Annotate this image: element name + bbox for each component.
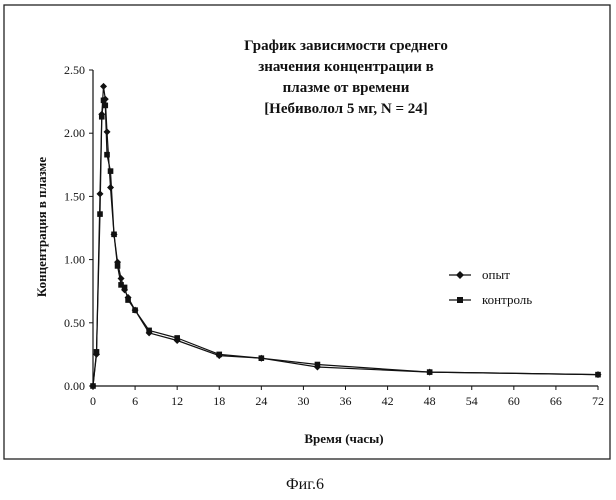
x-tick-label: 0	[90, 394, 96, 408]
legend-label-experiment: опыт	[482, 267, 510, 282]
y-tick-label: 0.50	[64, 316, 85, 330]
y-axis-label: Концентрация в плазме	[34, 157, 49, 298]
data-point-control	[146, 328, 152, 334]
data-point-control	[97, 211, 103, 217]
x-tick-label: 30	[297, 394, 309, 408]
x-tick-label: 18	[213, 394, 225, 408]
y-tick-label: 1.50	[64, 189, 85, 203]
y-tick-label: 2.50	[64, 63, 85, 77]
data-point-control	[259, 355, 265, 361]
data-point-control	[101, 98, 107, 104]
x-tick-label: 60	[508, 394, 520, 408]
x-tick-label: 66	[550, 394, 562, 408]
data-point-control	[115, 263, 121, 269]
chart-title-line-4: [Небиволол 5 мг, N = 24]	[264, 101, 428, 117]
data-point-control	[102, 103, 108, 109]
data-point-control	[315, 362, 321, 368]
x-tick-label: 72	[592, 394, 604, 408]
data-point-control	[427, 369, 433, 375]
data-point-control	[111, 232, 117, 238]
x-tick-label: 12	[171, 394, 183, 408]
legend-marker-square-icon	[457, 297, 463, 303]
x-tick-label: 6	[132, 394, 138, 408]
data-point-control	[174, 335, 180, 341]
figure-caption: Фиг.6	[286, 476, 324, 493]
y-tick-label: 1.00	[64, 253, 85, 267]
data-point-control	[125, 297, 131, 303]
chart-title-line-3: плазме от времени	[283, 80, 410, 96]
y-tick-label: 2.00	[64, 126, 85, 140]
x-tick-label: 36	[340, 394, 352, 408]
chart-title-line-1: График зависимости среднего	[244, 38, 448, 54]
x-tick-label: 48	[424, 394, 436, 408]
x-tick-label: 24	[255, 394, 267, 408]
x-axis-label: Время (часы)	[304, 431, 383, 446]
chart-title-line-2: значения концентрации в	[258, 59, 434, 75]
x-tick-label: 42	[382, 394, 394, 408]
x-tick-label: 54	[466, 394, 478, 408]
data-point-control	[132, 307, 138, 313]
data-point-control	[90, 383, 96, 389]
data-point-control	[122, 285, 128, 291]
data-point-control	[216, 352, 222, 358]
data-point-control	[108, 168, 114, 174]
data-point-control	[104, 152, 110, 158]
data-point-control	[99, 114, 105, 120]
legend-label-control: контроль	[482, 292, 532, 307]
data-point-control	[595, 372, 601, 378]
data-point-control	[94, 349, 100, 355]
y-tick-label: 0.00	[64, 379, 85, 393]
